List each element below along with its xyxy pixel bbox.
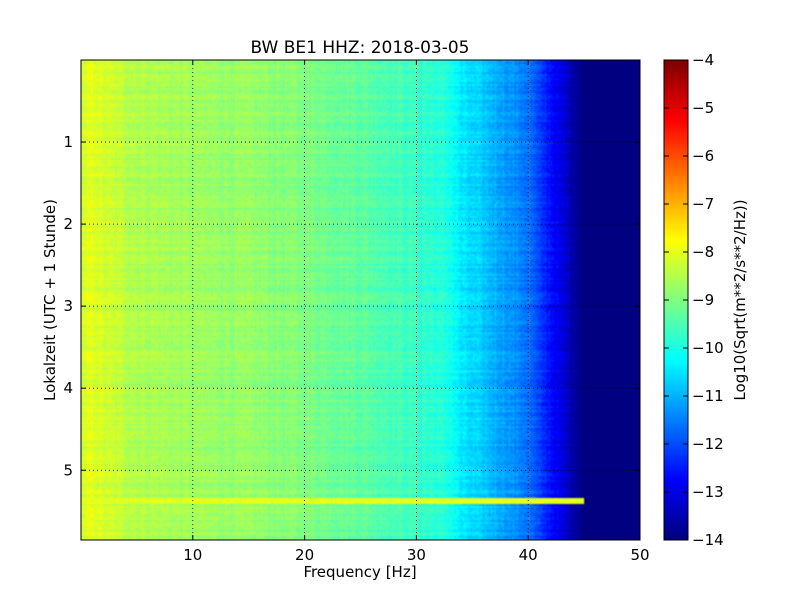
colorbar-ticks: −4 −5 −6 −7 −8 −9 −10 −11 −12 −13 −14 [664, 51, 724, 549]
colorbar-tick-label: −6 [692, 147, 714, 165]
x-tick-label: 50 [630, 546, 649, 564]
y-tick-label: 1 [63, 133, 73, 151]
colorbar-tick-label: −7 [692, 195, 714, 213]
colorbar-tick-label: −11 [692, 387, 724, 405]
x-tick-label: 30 [407, 546, 426, 564]
colorbar: −4 −5 −6 −7 −8 −9 −10 −11 −12 −13 −14 Log10(Sqrt(m… [663, 51, 749, 549]
colorbar-tick-label: −9 [692, 291, 714, 309]
chart-title: BW BE1 HHZ: 2018-03-05 [250, 38, 469, 58]
x-tick-label: 20 [295, 546, 314, 564]
y-tick-label: 2 [63, 215, 73, 233]
colorbar-tick-label: −10 [692, 339, 724, 357]
y-axis-label: Lokalzeit (UTC + 1 Stunde) [41, 199, 59, 401]
y-tick-label: 3 [63, 297, 73, 315]
colorbar-tick-label: −14 [692, 531, 724, 549]
x-tick-label: 10 [183, 546, 202, 564]
colorbar-tick-label: −5 [692, 99, 714, 117]
colorbar-label: Log10(Sqrt(m**2/s**2/Hz)) [731, 199, 749, 400]
x-axis-ticks: 10 20 30 40 50 [183, 60, 650, 564]
grid-lines [81, 60, 640, 540]
plot-frame [80, 59, 641, 541]
x-axis-label: Frequency [Hz] [303, 563, 416, 581]
y-axis-ticks: 1 2 3 4 5 [63, 133, 640, 479]
y-tick-label: 5 [63, 461, 73, 479]
colorbar-tick-label: −4 [692, 51, 714, 69]
heatmap-image [81, 60, 640, 540]
colorbar-tick-label: −12 [692, 435, 724, 453]
plot-area: 10 20 30 40 50 1 2 3 4 5 [63, 59, 650, 564]
x-tick-label: 40 [519, 546, 538, 564]
colorbar-tick-label: −13 [692, 483, 724, 501]
y-tick-label: 4 [63, 379, 73, 397]
colorbar-tick-label: −8 [692, 243, 714, 261]
